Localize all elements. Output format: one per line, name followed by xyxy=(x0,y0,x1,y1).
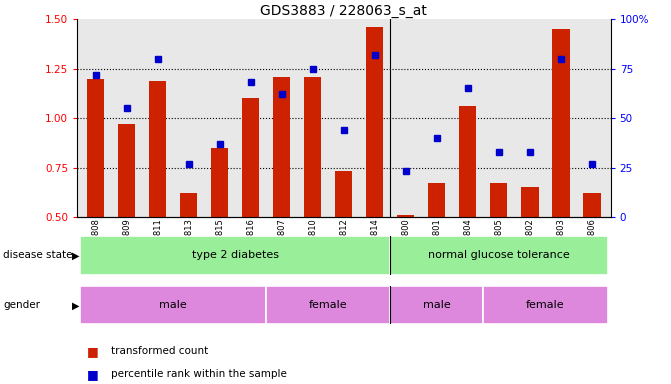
Text: ▶: ▶ xyxy=(72,250,80,260)
Bar xyxy=(428,183,446,217)
Bar xyxy=(521,187,539,217)
Text: disease state: disease state xyxy=(3,250,73,260)
Bar xyxy=(460,106,476,217)
Bar xyxy=(552,29,570,217)
Bar xyxy=(81,286,266,324)
Text: ■: ■ xyxy=(87,368,99,381)
Bar xyxy=(87,79,104,217)
Bar xyxy=(336,172,352,217)
Text: male: male xyxy=(423,300,451,310)
Bar xyxy=(366,27,383,217)
Bar xyxy=(483,286,607,324)
Bar xyxy=(391,286,483,324)
Title: GDS3883 / 228063_s_at: GDS3883 / 228063_s_at xyxy=(260,4,427,18)
Bar xyxy=(180,193,197,217)
Text: type 2 diabetes: type 2 diabetes xyxy=(192,250,279,260)
Bar xyxy=(81,236,391,275)
Bar xyxy=(266,286,391,324)
Bar xyxy=(584,193,601,217)
Text: female: female xyxy=(526,300,565,310)
Text: male: male xyxy=(160,300,187,310)
Text: normal glucose tolerance: normal glucose tolerance xyxy=(428,250,570,260)
Text: ▶: ▶ xyxy=(72,300,80,310)
Bar xyxy=(305,76,321,217)
Bar xyxy=(397,215,415,217)
Bar xyxy=(211,148,228,217)
Text: percentile rank within the sample: percentile rank within the sample xyxy=(111,369,287,379)
Text: ■: ■ xyxy=(87,345,99,358)
Bar xyxy=(118,124,136,217)
Text: transformed count: transformed count xyxy=(111,346,208,356)
Text: gender: gender xyxy=(3,300,40,310)
Bar xyxy=(273,76,291,217)
Bar xyxy=(491,183,507,217)
Bar xyxy=(149,81,166,217)
Text: female: female xyxy=(309,300,348,310)
Bar xyxy=(391,236,607,275)
Bar xyxy=(242,98,260,217)
